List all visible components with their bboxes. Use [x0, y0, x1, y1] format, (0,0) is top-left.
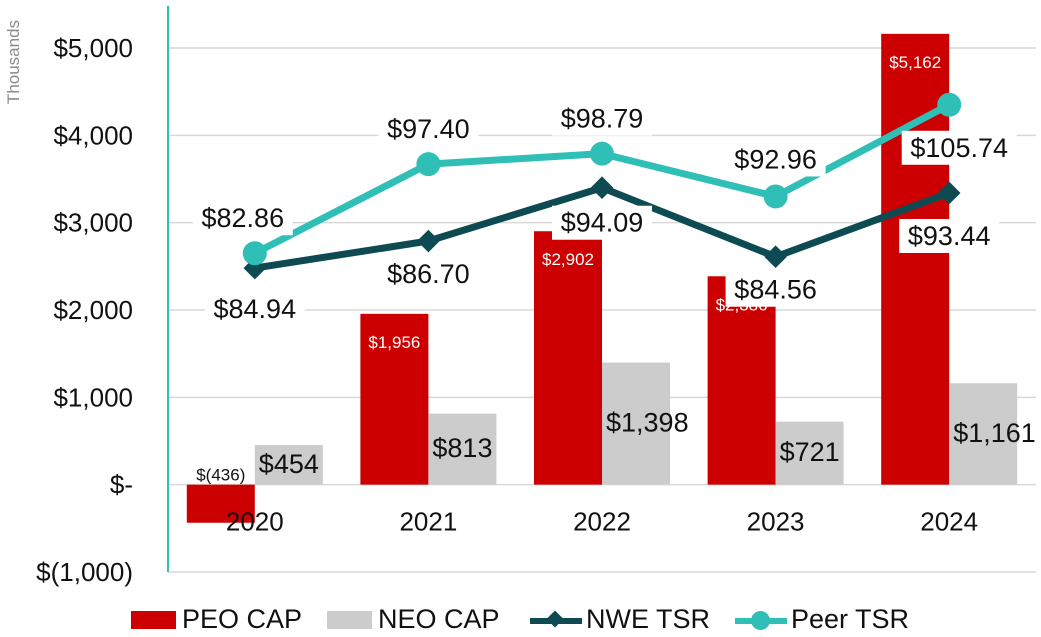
label-nwe-tsr-2024: $93.44: [908, 221, 991, 251]
label-nwe-tsr-2021-bg: [378, 257, 479, 292]
legend-label-peer-tsr: Peer TSR: [791, 604, 910, 634]
bar-neo-cap-2023: [775, 421, 844, 485]
y-tick-label-3: $2,000: [53, 295, 133, 325]
chart: $(1,000) $- $1,000 $2,000 $3,000 $4,000 $5,000…: [4, 6, 1036, 587]
y-tick-label-0: $(1,000): [36, 557, 133, 587]
label-nwe-tsr-2024-bg: [899, 218, 1000, 253]
bar-neo-cap-2020: [254, 445, 323, 485]
label-nwe-tsr-2022: $94.09: [561, 208, 644, 238]
x-tick-label-2024: 2024: [920, 507, 978, 537]
label-neo-cap-2024: $1,161: [953, 418, 1036, 448]
legend-swatch-peo-cap: [131, 610, 176, 629]
label-peer-tsr-2021: $97.40: [387, 114, 470, 144]
label-peo-cap-2022: $2,902: [542, 250, 594, 269]
marker-peer-tsr-2020: [242, 241, 267, 266]
label-peo-cap-2020: $(436): [196, 466, 245, 485]
marker-peer-tsr-2024: [937, 92, 962, 117]
label-neo-cap-2022: $1,398: [606, 408, 689, 438]
y-tick-label-5: $4,000: [53, 120, 133, 150]
bar-peo-cap-2022: [534, 231, 602, 485]
legend-swatch-peer-tsr: [735, 610, 787, 630]
legend-label-neo-cap: NEO CAP: [378, 604, 500, 634]
label-peer-tsr-2022: $98.79: [561, 104, 644, 134]
legend-swatch-neo-cap: [327, 610, 372, 629]
legend-item-neo-cap: NEO CAP: [327, 602, 500, 637]
bars: [186, 33, 1018, 523]
legend-item-peer-tsr: Peer TSR: [735, 602, 909, 637]
legend-label-nwe-tsr: NWE TSR: [586, 604, 711, 634]
label-nwe-tsr-2021: $86.70: [387, 259, 470, 289]
marker-peer-tsr-2021: [416, 152, 441, 177]
y-unit-label: Thousands: [4, 20, 23, 104]
marker-peer-tsr-2022: [590, 141, 614, 166]
legend-item-peo-cap: PEO CAP: [131, 602, 302, 637]
y-tick-label-6: $5,000: [53, 33, 133, 63]
bar-peo-cap-2021: [360, 313, 429, 485]
bar-neo-cap-2024: [949, 383, 1018, 485]
x-tick-label-2023: 2023: [747, 507, 805, 537]
line-series: [242, 92, 962, 280]
x-tick-label-2020: 2020: [226, 507, 284, 537]
label-peer-tsr-2021-bg: [378, 112, 479, 147]
label-peer-tsr-2024-bg: [901, 130, 1017, 165]
bar-neo-cap-2021: [428, 413, 497, 485]
y-tick-label-2: $1,000: [53, 382, 133, 412]
label-peer-tsr-2023: $92.96: [734, 144, 817, 174]
x-axis-tick-labels: 2020 2021 2022 2023 2024: [226, 507, 978, 537]
x-tick-label-2022: 2022: [573, 507, 631, 537]
label-neo-cap-2020: $454: [259, 449, 319, 479]
bar-peo-cap-2023: [707, 276, 776, 485]
bar-peo-cap-2020: [186, 484, 255, 523]
legend-label-peo-cap: PEO CAP: [182, 604, 303, 634]
label-nwe-tsr-2020: $84.94: [214, 294, 297, 324]
label-peo-cap-2024: $5,162: [889, 53, 941, 72]
y-tick-label-4: $3,000: [53, 208, 133, 238]
label-peer-tsr-2020: $82.86: [202, 203, 285, 233]
label-peer-tsr-2020-bg: [192, 201, 293, 236]
label-nwe-tsr-2023: $84.56: [734, 275, 817, 305]
marker-peer-tsr-2023: [763, 184, 788, 209]
label-nwe-tsr-2022-bg: [552, 205, 652, 240]
x-tick-label-2021: 2021: [399, 507, 457, 537]
label-peer-tsr-2022-bg: [552, 101, 652, 136]
marker-nwe-tsr-2021: [417, 229, 440, 253]
data-labels: $(436)$454$1,956$813$2,902$1,398$2,386$7…: [192, 53, 1036, 485]
label-peer-tsr-2023-bg: [725, 142, 826, 177]
label-neo-cap-2021: $813: [432, 433, 492, 463]
legend-swatch-nwe-tsr: [530, 610, 582, 630]
label-neo-cap-2023: $721: [780, 437, 840, 467]
marker-nwe-tsr-2022: [590, 176, 614, 200]
legend: PEO CAP NEO CAP NWE TSR Peer TSR: [0, 602, 1041, 637]
y-tick-label-1: $-: [110, 470, 133, 500]
bar-neo-cap-2022: [602, 362, 670, 485]
marker-nwe-tsr-2023: [764, 245, 787, 269]
y-axis-tick-labels: $(1,000) $- $1,000 $2,000 $3,000 $4,000 $5,000: [36, 33, 133, 587]
legend-item-nwe-tsr: NWE TSR: [530, 602, 710, 637]
label-peo-cap-2021: $1,956: [368, 333, 420, 352]
label-nwe-tsr-2023-bg: [725, 272, 826, 307]
label-peer-tsr-2024: $105.74: [910, 133, 1008, 163]
label-nwe-tsr-2020-bg: [204, 292, 305, 327]
